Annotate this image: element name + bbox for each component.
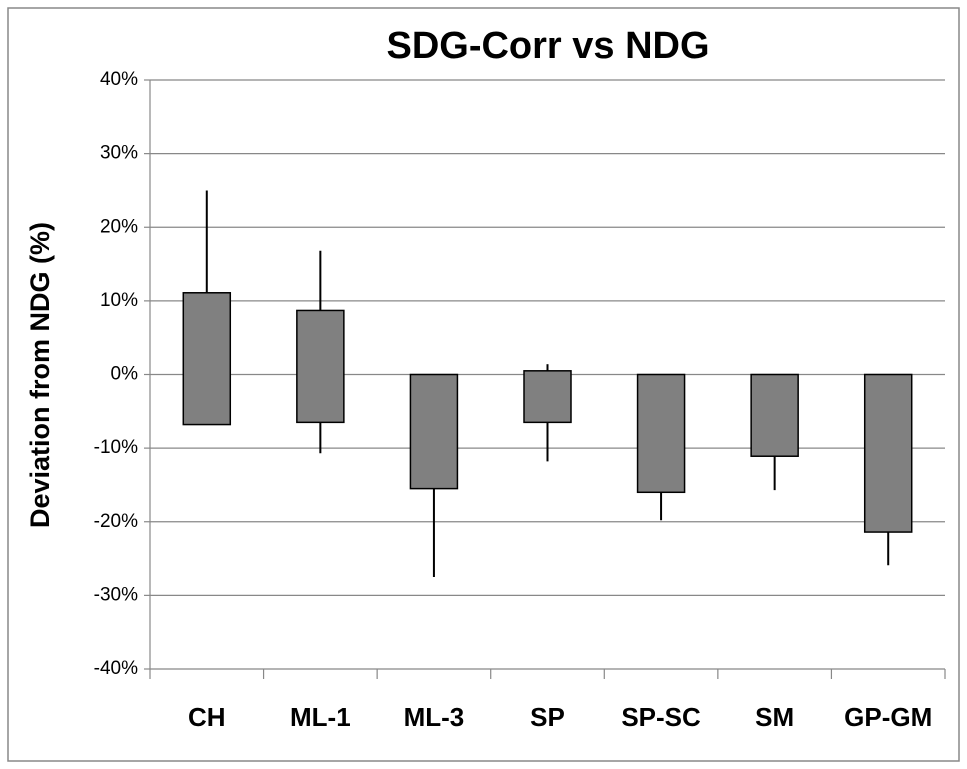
y-tick-label: 0% bbox=[111, 364, 139, 385]
y-tick-label: -40% bbox=[94, 658, 138, 679]
x-tick-label: CH bbox=[188, 702, 226, 732]
box bbox=[409, 373, 459, 490]
y-tick-label: -30% bbox=[94, 584, 138, 605]
y-tick-label: 10% bbox=[100, 290, 138, 311]
box bbox=[863, 373, 913, 533]
y-tick-label: 30% bbox=[100, 143, 138, 164]
x-tick-label: ML-1 bbox=[290, 702, 351, 732]
x-tick-label: GP-GM bbox=[844, 702, 932, 732]
x-tick-label: SP bbox=[530, 702, 565, 732]
y-tick-label: 40% bbox=[100, 69, 138, 90]
y-tick-label: -10% bbox=[94, 437, 138, 458]
x-tick-label: SM bbox=[755, 702, 794, 732]
box bbox=[750, 373, 799, 457]
y-axis-label: Deviation from NDG (%) bbox=[25, 222, 55, 528]
box bbox=[523, 370, 572, 424]
chart-title: SDG-Corr vs NDG bbox=[386, 25, 709, 67]
chart-frame bbox=[7, 7, 960, 762]
box bbox=[182, 292, 232, 426]
x-tick-label: ML-3 bbox=[404, 702, 465, 732]
box bbox=[296, 309, 345, 424]
box bbox=[636, 373, 686, 494]
x-tick-label: SP-SC bbox=[621, 702, 701, 732]
y-tick-label: -20% bbox=[94, 511, 138, 532]
y-tick-label: 20% bbox=[100, 216, 138, 237]
